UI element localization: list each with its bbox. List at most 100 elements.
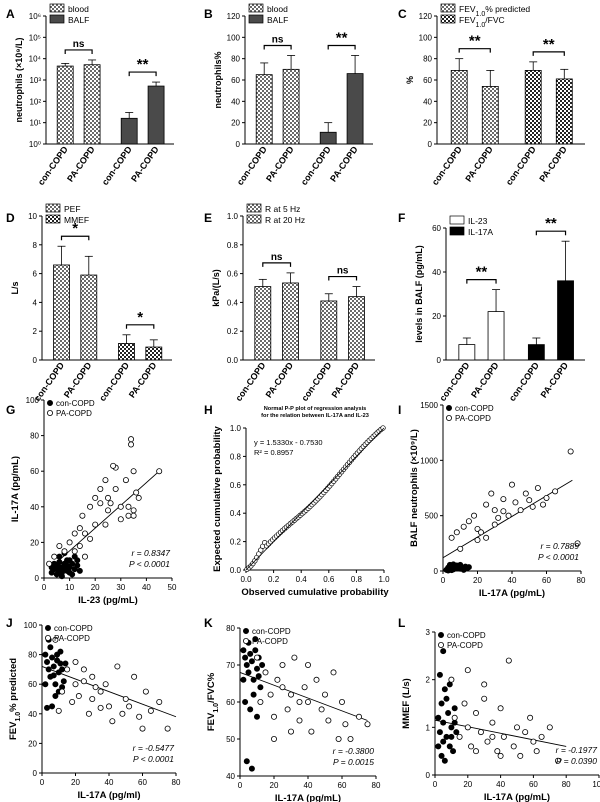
- pa-copd-point: [304, 699, 311, 706]
- con-copd-point: [44, 659, 51, 666]
- pa-copd-point: [318, 706, 325, 713]
- x-tick-label: 20: [473, 576, 482, 585]
- x-tick-label: 40: [142, 583, 151, 592]
- significance-label: ns: [337, 266, 349, 277]
- pa-copd-point: [92, 684, 99, 691]
- panel-label: B: [204, 7, 213, 21]
- con-copd-point: [242, 654, 249, 661]
- pa-copd-point: [270, 713, 277, 720]
- significance-label: ns: [272, 34, 284, 45]
- y-tick-label: 70: [226, 661, 235, 670]
- pa-copd-point: [567, 448, 574, 455]
- con-copd-point: [54, 651, 61, 658]
- x-tick-label: 60: [542, 576, 551, 585]
- pa-copd-point: [335, 736, 342, 743]
- pa-copd-point: [471, 512, 478, 519]
- y-tick-label: 10: [28, 212, 37, 221]
- con-copd-point: [440, 648, 447, 655]
- pa-copd-point: [529, 503, 536, 510]
- p-value: P = 0.0390: [556, 756, 597, 766]
- legend-label: PA-COPD: [56, 409, 92, 418]
- y-tick-label: 0: [33, 356, 38, 365]
- pa-copd-point: [483, 501, 490, 508]
- y-tick-label: 0: [33, 769, 38, 778]
- con-copd-point: [252, 636, 259, 643]
- p-value: P = 0.0015: [333, 757, 374, 767]
- pa-copd-point: [510, 743, 517, 750]
- bar: [557, 280, 574, 361]
- pa-copd-point: [500, 508, 507, 515]
- x-tick-label: 100: [592, 780, 600, 789]
- legend-label: PA-COPD: [447, 641, 483, 650]
- bar: [458, 344, 476, 361]
- y-tick-label: 8: [33, 241, 38, 250]
- pa-copd-point: [464, 667, 471, 674]
- con-copd-point: [257, 684, 264, 691]
- x-tick-label: con-COPD: [504, 144, 538, 187]
- pa-copd-point: [364, 721, 371, 728]
- r-squared: R² = 0.8957: [254, 448, 293, 457]
- y-tick-label: 40: [432, 268, 441, 277]
- pa-copd-point: [52, 636, 59, 643]
- con-copd-point: [253, 713, 260, 720]
- pa-copd-point: [574, 540, 581, 547]
- pa-copd-point: [465, 518, 472, 525]
- panel-I: I 0 500 1000 1500 0 20 40 60 80 IL-17A (pg/mL) BALF…: [398, 401, 586, 599]
- correlation-r: r = 0.7889: [540, 541, 579, 551]
- pa-copd-point: [468, 743, 475, 750]
- pa-copd-point: [489, 719, 496, 726]
- y-axis-label: levels in BALF (pg/mL): [414, 245, 424, 343]
- con-copd-point: [450, 748, 457, 755]
- bar: [282, 282, 299, 361]
- pa-copd-point: [80, 678, 87, 685]
- y-tick-label: 80: [30, 432, 39, 441]
- con-copd-point: [445, 710, 452, 717]
- legend-marker: [47, 399, 54, 406]
- pa-copd-point: [109, 718, 116, 725]
- pa-copd-point: [136, 713, 143, 720]
- x-tick-label: 40: [105, 778, 114, 787]
- x-tick-label: con-COPD: [299, 360, 333, 403]
- x-tick-label: 30: [116, 583, 125, 592]
- pa-copd-point: [472, 710, 479, 717]
- legend-label: blood: [267, 4, 288, 14]
- fit-line: [239, 671, 368, 721]
- panel-A: A 10⁰ 10¹ 10² 10³ 10⁴ 10⁵ 10⁶ neutrophils (×10⁹/…: [6, 3, 174, 187]
- pa-copd-point: [279, 684, 286, 691]
- pa-copd-point: [453, 529, 460, 536]
- pa-copd-point: [114, 663, 121, 670]
- legend-marker: [445, 414, 452, 421]
- x-tick-label: 1.0: [378, 575, 390, 584]
- y-tick-label: 0.2: [227, 327, 239, 336]
- legend-marker: [445, 404, 452, 411]
- y-tick-label: 60: [432, 224, 441, 233]
- y-axis-label: Expected cumulative probability: [212, 425, 223, 571]
- x-tick-label: PA-COPD: [539, 360, 571, 400]
- con-copd-point: [247, 706, 254, 713]
- pa-copd-point: [164, 725, 171, 732]
- text-sub: 1.0: [476, 11, 486, 18]
- panel-F: F 0 20 40 60 levels in BALF (pg/mL) ** ** con-CO…: [398, 211, 585, 403]
- x-tick-label: PA-COPD: [537, 144, 569, 184]
- pa-copd-point: [546, 724, 553, 731]
- correlation-r: r = -0.3800: [333, 746, 375, 756]
- y-axis-label: MMEF (L/s): [401, 678, 412, 729]
- pa-copd-point: [494, 748, 501, 755]
- bar: [346, 73, 364, 145]
- y-tick-label: 0: [35, 574, 40, 583]
- x-tick-label: 0: [40, 778, 45, 787]
- y-axis-label: neutrophils%: [213, 51, 223, 108]
- pa-copd-point: [87, 535, 94, 542]
- panel-G: G 0 20 40 60 80 100 0 10 20 30 40 50 IL-23 (pg/mL) IL-…: [6, 396, 177, 606]
- x-tick-label: 60: [338, 781, 347, 790]
- reference-line: [245, 427, 385, 571]
- pa-copd-point: [347, 736, 354, 743]
- x-tick-label: 0: [441, 576, 446, 585]
- pa-copd-point: [130, 512, 137, 519]
- pa-copd-point: [517, 507, 524, 514]
- pa-copd-point: [287, 728, 294, 735]
- y-tick-label: 40: [423, 97, 432, 106]
- bar: [118, 343, 135, 361]
- y-tick-label: 6: [33, 270, 38, 279]
